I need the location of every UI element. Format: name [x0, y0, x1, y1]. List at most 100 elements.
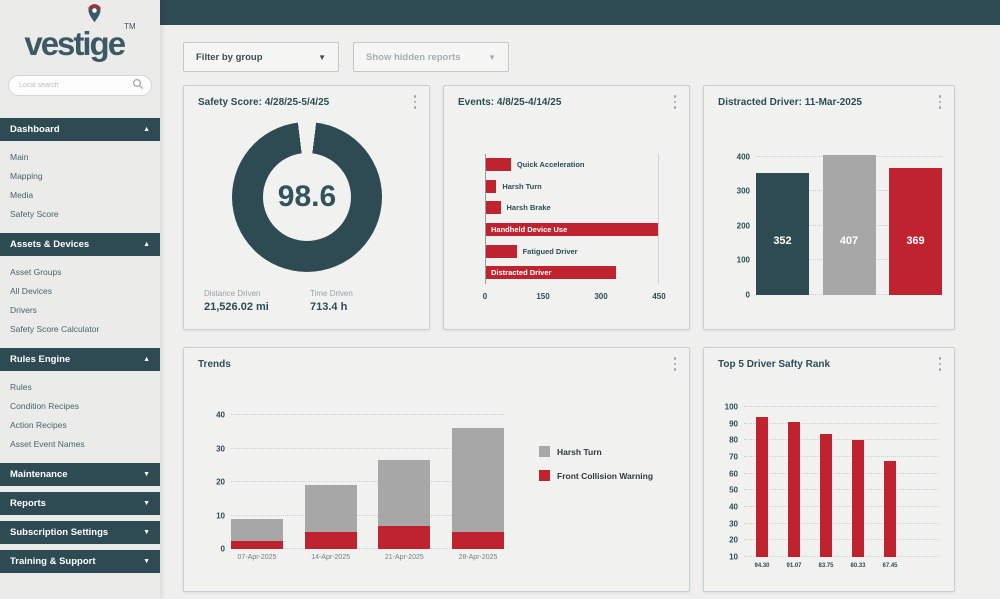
sidebar-item-media[interactable]: Media — [10, 190, 34, 200]
rank-bar-3: 83.75 — [818, 434, 834, 569]
sidebar-section-dashboard[interactable]: Dashboard ▲ — [0, 118, 160, 141]
x-tick-label: 07-Apr-2025 — [237, 554, 277, 561]
kebab-menu-icon[interactable] — [935, 95, 945, 109]
x-tick-label: 14-Apr-2025 — [311, 554, 351, 561]
distracted-driver-card: Distracted Driver: 11-Mar-2025 0 100 200 30… — [703, 85, 955, 330]
event-row-handheld-device-use: Handheld Device Use — [486, 219, 658, 241]
sidebar-section-rules-engine[interactable]: Rules Engine ▲ — [0, 348, 160, 371]
gridline — [231, 447, 504, 449]
sidebar-item-asset-groups[interactable]: Asset Groups — [10, 267, 62, 277]
time-driven-value: 713.4 h — [310, 301, 348, 313]
bar-columns: 352 407 369 — [756, 150, 942, 295]
sidebar-item-safety-score-calculator[interactable]: Safety Score Calculator — [10, 324, 100, 334]
stack-segment-harsh-turn — [304, 485, 357, 533]
x-tick-label: 83.75 — [818, 563, 834, 569]
x-tick-label: 0 — [482, 292, 488, 301]
kebab-menu-icon[interactable] — [935, 357, 945, 371]
gridline — [744, 556, 938, 557]
top5-title: Top 5 Driver Safty Rank — [718, 359, 831, 370]
sidebar-section-maintenance[interactable]: Maintenance ▼ — [0, 463, 160, 486]
sidebar-section-label: Maintenance — [10, 469, 68, 480]
safety-score-donut-chart: 98.6 — [232, 122, 382, 272]
stack-segment-harsh-turn — [231, 518, 283, 541]
sidebar-item-drivers[interactable]: Drivers — [10, 305, 37, 315]
x-tick-label: 91.07 — [786, 563, 802, 569]
y-tick-label: 50 — [729, 485, 738, 495]
y-tick-label: 70 — [729, 452, 738, 462]
sidebar-item-action-recipes[interactable]: Action Recipes — [10, 420, 67, 430]
legend-swatch — [539, 446, 550, 457]
search-box[interactable] — [8, 74, 152, 96]
gridline — [231, 548, 504, 549]
sidebar-section-items: Asset Groups All Devices Drivers Safety Sco… — [0, 256, 160, 348]
x-tick-label: 300 — [594, 292, 608, 301]
sidebar-section-subscription-settings[interactable]: Subscription Settings ▼ — [0, 521, 160, 544]
gridline — [744, 439, 938, 441]
y-tick-label: 200 — [736, 221, 750, 231]
sidebar-section-label: Training & Support — [10, 556, 96, 567]
kebab-menu-icon[interactable] — [410, 95, 420, 109]
stack-segment-harsh-turn — [378, 460, 431, 526]
stack-segment-harsh-turn — [451, 428, 504, 533]
distance-driven-stat: Distance Driven 21,526.02 mi — [204, 289, 269, 313]
sidebar-section-label: Dashboard — [10, 124, 60, 135]
x-tick-label: 21-Apr-2025 — [384, 554, 424, 561]
sidebar-section-label: Rules Engine — [10, 354, 71, 365]
sidebar-section-label: Subscription Settings — [10, 527, 109, 538]
event-bar-label: Quick Acceleration — [516, 160, 585, 170]
legend-label: Harsh Turn — [557, 446, 602, 457]
sidebar-item-main[interactable]: Main — [10, 152, 29, 162]
y-tick-label: 40 — [216, 410, 225, 420]
sidebar-nav: Dashboard ▲ Main Mapping Media Safety Score As… — [0, 118, 160, 573]
sidebar-item-condition-recipes[interactable]: Condition Recipes — [10, 401, 79, 411]
event-bar — [486, 201, 501, 215]
chevron-down-icon: ▼ — [143, 558, 150, 565]
show-hidden-reports-dropdown[interactable]: Show hidden reports ▼ — [353, 42, 509, 72]
filter-by-group-dropdown[interactable]: Filter by group ▼ — [183, 42, 339, 72]
chevron-up-icon: ▲ — [143, 241, 150, 248]
event-bar — [486, 266, 616, 280]
rank-bar-5: 67.45 — [882, 461, 898, 569]
sidebar-item-all-devices[interactable]: All Devices — [10, 286, 53, 296]
show-hidden-reports-label: Show hidden reports — [366, 51, 461, 63]
sidebar: vestigeTM Dashboard ▲ Main Mapping Media Safe… — [0, 0, 160, 599]
sidebar-section-assets-devices[interactable]: Assets & Devices ▲ — [0, 233, 160, 256]
legend-swatch — [539, 470, 550, 481]
sidebar-item-rules[interactable]: Rules — [10, 382, 32, 392]
sidebar-section-reports[interactable]: Reports ▼ — [0, 492, 160, 515]
y-tick-label: 30 — [729, 519, 738, 529]
gridline — [231, 514, 504, 516]
event-bar-label: Fatigued Driver — [522, 246, 578, 256]
logo: vestigeTM — [0, 0, 160, 68]
sidebar-item-safety-score[interactable]: Safety Score — [10, 209, 59, 219]
x-tick-label: 80.33 — [850, 563, 866, 569]
chevron-down-icon: ▼ — [318, 52, 326, 62]
stack-segment-front-collision-warning — [378, 525, 431, 549]
filter-by-group-label: Filter by group — [196, 51, 263, 63]
x-tick-label: 94.30 — [754, 563, 770, 569]
sidebar-item-mapping[interactable]: Mapping — [10, 171, 43, 181]
stack-segment-front-collision-warning — [304, 532, 357, 549]
chevron-down-icon: ▼ — [143, 529, 150, 536]
y-tick-label: 0 — [745, 290, 750, 300]
sidebar-section-training-support[interactable]: Training & Support ▼ — [0, 550, 160, 573]
legend-entry-front-collision-warning: Front Collision Warning — [539, 470, 653, 481]
chevron-up-icon: ▲ — [143, 126, 150, 133]
gridline — [231, 481, 504, 482]
kebab-menu-icon[interactable] — [670, 357, 680, 371]
distracted-driver-bar-chart: 0 100 200 300 400 352 407 369 — [737, 150, 942, 300]
event-bar-label: Distracted Driver — [491, 268, 552, 278]
events-card: Events: 4/8/25-4/14/25 Quick Acceleratio… — [443, 85, 690, 330]
safety-score-value: 98.6 — [277, 180, 337, 213]
sidebar-item-asset-event-names[interactable]: Asset Event Names — [10, 439, 85, 449]
event-row-harsh-brake: Harsh Brake — [486, 197, 658, 219]
gridline — [744, 506, 938, 507]
search-input[interactable] — [8, 75, 152, 96]
chevron-down-icon: ▼ — [143, 471, 150, 478]
trends-card: Trends 0 10 20 30 40 07-Apr-2025 14-Apr-2025 21… — [183, 347, 690, 592]
y-tick-label: 80 — [729, 435, 738, 445]
sidebar-section-label: Assets & Devices — [10, 239, 90, 250]
event-bar — [486, 244, 517, 258]
x-tick-label: 28-Apr-2025 — [458, 554, 498, 561]
kebab-menu-icon[interactable] — [670, 95, 680, 109]
